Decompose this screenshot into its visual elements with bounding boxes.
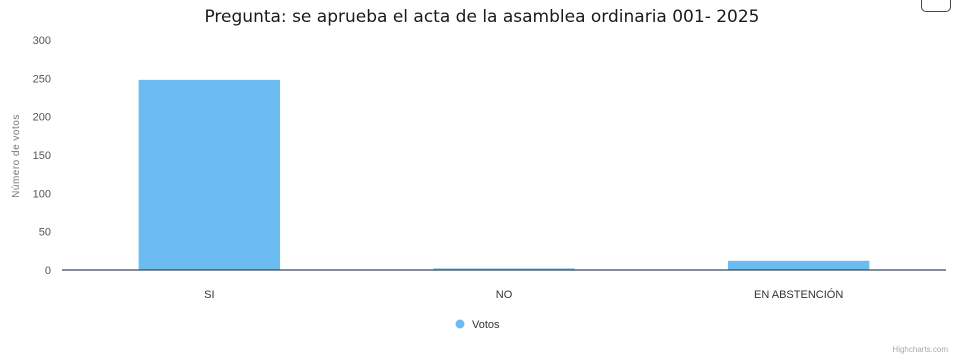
x-category-label: EN ABSTENCIÓN: [754, 288, 843, 301]
y-tick-label: 200: [33, 112, 51, 124]
bar[interactable]: [433, 268, 575, 270]
y-tick-label: 100: [33, 188, 51, 200]
x-category-label: SI: [204, 289, 214, 301]
x-category-label: NO: [496, 289, 513, 301]
bar-series: [138, 79, 870, 270]
y-tick-label: 50: [39, 227, 51, 239]
y-axis-label: Número de votos: [11, 114, 22, 198]
chart-menu-button[interactable]: [921, 0, 951, 12]
y-tick-label: 150: [33, 150, 51, 162]
y-tick-label: 300: [33, 35, 51, 47]
y-tick-label: 0: [45, 265, 51, 277]
chart-credit[interactable]: Highcharts.com: [892, 345, 948, 354]
bar[interactable]: [727, 260, 870, 270]
bar[interactable]: [138, 79, 281, 270]
legend[interactable]: Votos: [455, 319, 501, 331]
legend-marker: [455, 319, 465, 329]
chart-title: Pregunta: se aprueba el acta de la asamb…: [204, 7, 759, 27]
x-axis-categories: SI NO EN ABSTENCIÓN: [204, 288, 843, 301]
y-tick-label: 250: [33, 73, 51, 85]
y-axis-ticks: 0 50 100 150 200 250 300: [33, 35, 51, 277]
legend-label: Votos: [472, 319, 500, 331]
